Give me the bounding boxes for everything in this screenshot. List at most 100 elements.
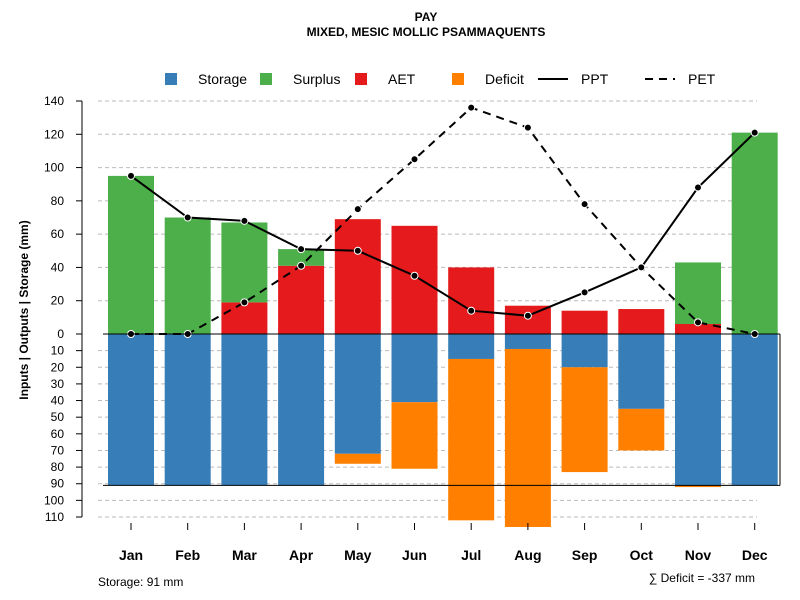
storage-bar — [448, 334, 495, 359]
y-tick-label: 80 — [51, 194, 65, 208]
y-tick-label: 100 — [44, 161, 64, 175]
legend-swatch — [165, 73, 177, 85]
y-tick-label: 100 — [44, 493, 64, 507]
y-tick-label: 60 — [51, 227, 65, 241]
legend-label: PET — [688, 71, 716, 87]
y-axis-label: Inputs | Outputs | Storage (mm) — [17, 220, 31, 399]
storage-bar — [504, 334, 551, 349]
storage-bar — [164, 334, 211, 486]
legend-swatch — [355, 73, 367, 85]
storage-bar — [278, 334, 325, 486]
aet-bar — [334, 219, 381, 334]
legend-swatch — [452, 73, 464, 85]
deficit-bar — [504, 348, 551, 527]
x-tick-label: Jan — [119, 547, 143, 563]
chart-subtitle: MIXED, MESIC MOLLIC PSAMMAQUENTS — [307, 25, 546, 39]
pet-point — [410, 155, 419, 164]
deficit-bar — [618, 408, 665, 451]
legend-item-pet: PET — [645, 71, 716, 87]
legend-label: Surplus — [293, 71, 340, 87]
ppt-point — [467, 306, 476, 315]
x-tick-label: Aug — [514, 547, 541, 563]
y-tick-label: 90 — [51, 477, 65, 491]
y-tick-label: 70 — [51, 443, 65, 457]
ppt-point — [410, 271, 419, 280]
legend-swatch — [260, 73, 272, 85]
ppt-point — [580, 288, 589, 297]
legend-item-storage: Storage — [165, 71, 247, 87]
pet-point — [523, 123, 532, 132]
pet-point — [467, 103, 476, 112]
ppt-point — [694, 183, 702, 192]
surplus-bar — [731, 132, 778, 334]
lines-layer — [127, 103, 759, 338]
y-tick-label: 80 — [51, 460, 65, 474]
footer-storage: Storage: 91 mm — [98, 575, 183, 589]
aet-bar — [561, 310, 608, 334]
pet-point — [297, 261, 306, 270]
deficit-bar — [448, 358, 495, 521]
storage-bar — [334, 334, 381, 454]
x-tick-label: Sep — [572, 547, 598, 563]
ppt-point — [353, 246, 362, 255]
legend-label: Storage — [198, 71, 247, 87]
y-tick-label: 20 — [51, 294, 65, 308]
storage-bar — [391, 334, 438, 403]
x-tick-label: Nov — [685, 547, 712, 563]
y-tick-label: 110 — [45, 510, 64, 524]
deficit-bar — [675, 485, 721, 488]
x-tick-label: Feb — [175, 547, 200, 563]
ppt-point — [183, 213, 192, 222]
pet-point — [353, 205, 362, 214]
legend: Storage Surplus AET Deficit PPT PET — [165, 71, 716, 87]
storage-bar — [731, 334, 778, 486]
legend-item-surplus: Surplus — [260, 71, 340, 87]
y-tick-label: 120 — [44, 127, 64, 141]
y-tick-label: 30 — [51, 377, 65, 391]
legend-label: PPT — [581, 71, 609, 87]
surplus-bar — [164, 217, 211, 334]
surplus-bar — [221, 222, 268, 303]
y-tick-label: 140 — [44, 94, 64, 108]
surplus-bar — [675, 262, 721, 325]
footer-deficit: ∑ Deficit = -337 mm — [649, 571, 755, 585]
pet-point — [580, 200, 589, 209]
ppt-point — [240, 216, 249, 225]
storage-bar — [221, 334, 268, 486]
legend-item-ppt: PPT — [538, 71, 609, 87]
y-tick-label: 20 — [51, 360, 65, 374]
y-tick-label: 40 — [51, 394, 65, 408]
legend-label: AET — [388, 71, 416, 87]
y-tick-label: 10 — [51, 344, 65, 358]
surplus-bar — [108, 175, 154, 334]
deficit-bar — [561, 367, 608, 473]
x-tick-label: Apr — [289, 547, 314, 563]
y-tick-label: 60 — [51, 427, 65, 441]
chart-title: PAY — [415, 10, 438, 24]
ppt-point — [297, 245, 306, 254]
x-tick-label: Jun — [402, 547, 427, 563]
x-tick-label: May — [344, 547, 371, 563]
ppt-point — [127, 171, 135, 180]
deficit-bar — [334, 453, 381, 464]
surplus-bar — [278, 249, 325, 266]
aet-bar — [278, 265, 325, 334]
y-tick-label: 50 — [51, 410, 65, 424]
deficit-bar — [391, 402, 438, 469]
aet-bar — [618, 309, 665, 334]
legend-label: Deficit — [485, 71, 524, 87]
pet-line — [131, 106, 755, 335]
y-tick-label: 40 — [51, 260, 65, 274]
x-tick-label: Oct — [630, 547, 654, 563]
legend-item-aet: AET — [355, 71, 416, 87]
pet-point — [694, 318, 702, 327]
storage-bar — [561, 334, 608, 368]
y-tick-label: 0 — [57, 327, 64, 341]
axes-layer: 0 20 40 60 80 100 120 140 10 20 30 40 50 60 70 80 90 100 1… — [44, 94, 781, 563]
aet-bar — [675, 324, 721, 334]
x-tick-label: Dec — [742, 547, 768, 563]
ppt-line — [130, 131, 756, 317]
aet-bar — [391, 225, 438, 334]
storage-bar — [108, 334, 154, 486]
